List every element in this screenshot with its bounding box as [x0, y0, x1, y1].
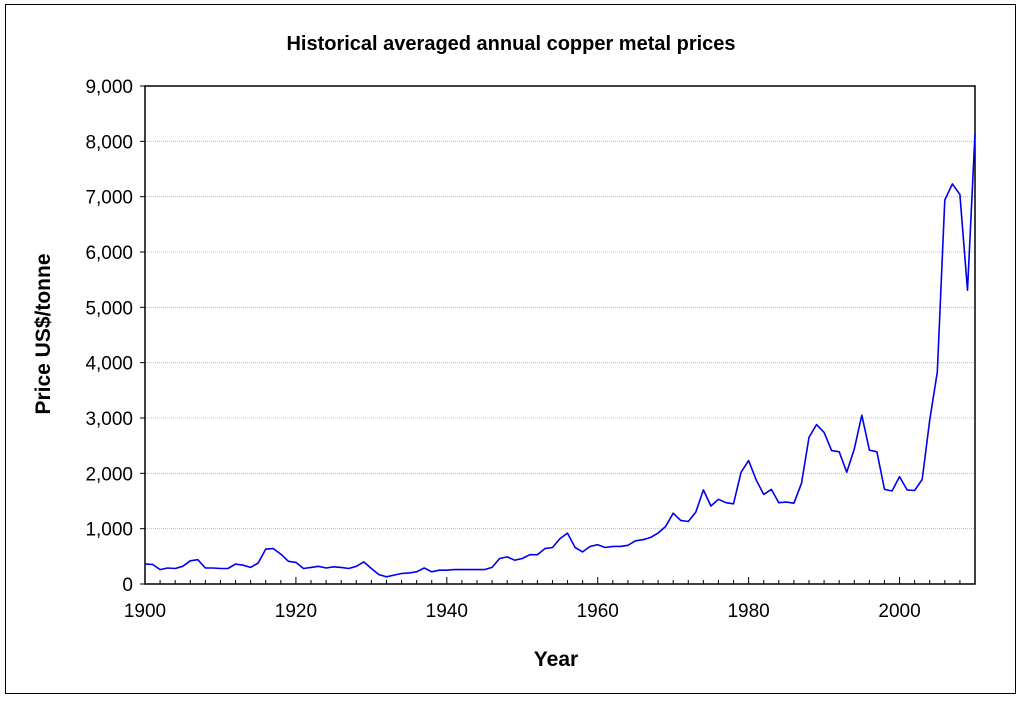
plot-border — [144, 85, 976, 585]
y-tick-label: 4,000 — [85, 354, 133, 375]
y-tick-label: 2,000 — [85, 464, 133, 485]
series-line — [144, 133, 976, 578]
x-axis-ticks: 1900 1920 1940 1960 1980 2000 — [124, 577, 976, 622]
x-axis-title: Year — [534, 648, 578, 671]
y-axis-title: Price US$/tonne — [32, 253, 55, 414]
x-tick-label: 2000 — [878, 601, 920, 622]
y-tick-label: 1,000 — [85, 520, 133, 541]
y-tick-label: 9,000 — [85, 77, 133, 98]
y-tick-label: 7,000 — [85, 188, 133, 209]
x-tick-label: 1900 — [124, 601, 166, 622]
y-tick-label: 6,000 — [85, 243, 133, 264]
x-tick-label: 1940 — [426, 601, 468, 622]
y-tick-label: 3,000 — [85, 409, 133, 430]
x-tick-label: 1920 — [275, 601, 317, 622]
y-axis-ticks: 0 1,000 2,000 3,000 4,000 5,000 6,000 7,000 8,00… — [85, 77, 145, 596]
y-tick-label: 8,000 — [85, 132, 133, 153]
x-tick-label: 1980 — [727, 601, 769, 622]
y-tick-label: 5,000 — [85, 298, 133, 319]
x-tick-label: 1960 — [577, 601, 619, 622]
y-tick-label: 0 — [122, 575, 133, 596]
chart-title: Historical averaged annual copper metal … — [286, 33, 735, 55]
chart-frame — [5, 4, 1016, 694]
grid-lines — [145, 140, 975, 530]
